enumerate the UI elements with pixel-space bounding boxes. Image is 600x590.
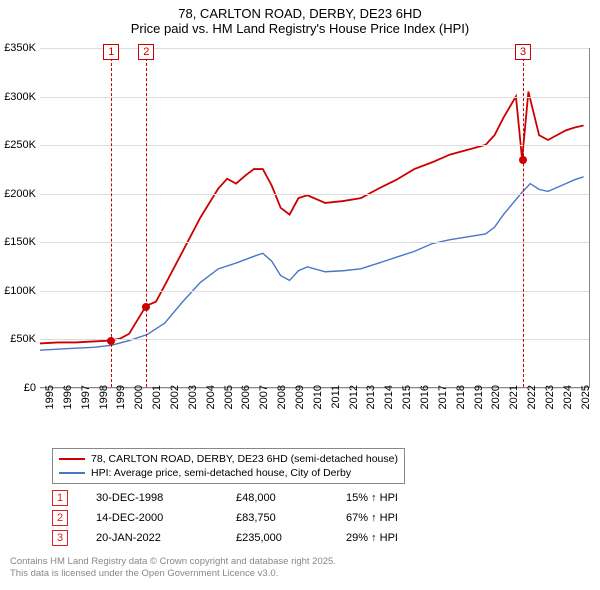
x-axis-label: 1998 — [98, 385, 110, 425]
transaction-pct: 15% ↑ HPI — [346, 492, 466, 504]
x-axis-label: 1996 — [62, 385, 74, 425]
transaction-number-box: 3 — [52, 530, 68, 546]
transaction-pct: 67% ↑ HPI — [346, 512, 466, 524]
transaction-date: 30-DEC-1998 — [96, 492, 236, 504]
chart-legend: 78, CARLTON ROAD, DERBY, DE23 6HD (semi-… — [52, 448, 405, 484]
legend-swatch — [59, 458, 85, 460]
y-axis-label: £200K — [0, 188, 36, 200]
y-axis-label: £100K — [0, 285, 36, 297]
x-axis-label: 2013 — [365, 385, 377, 425]
x-axis-label: 2012 — [348, 385, 360, 425]
chart-svg — [40, 48, 589, 387]
transaction-pct: 29% ↑ HPI — [346, 532, 466, 544]
y-axis-label: £150K — [0, 236, 36, 248]
legend-label: 78, CARLTON ROAD, DERBY, DE23 6HD (semi-… — [91, 453, 398, 465]
transaction-price: £235,000 — [236, 532, 346, 544]
marker-dot — [142, 303, 150, 311]
marker-dot — [107, 337, 115, 345]
x-axis-label: 2002 — [169, 385, 181, 425]
legend-swatch — [59, 472, 85, 473]
x-axis-label: 1999 — [115, 385, 127, 425]
marker-number-box: 1 — [103, 44, 119, 60]
x-axis-label: 2010 — [312, 385, 324, 425]
x-axis-label: 2021 — [508, 385, 520, 425]
y-axis-label: £50K — [0, 333, 36, 345]
footer-block: Contains HM Land Registry data © Crown c… — [10, 556, 336, 580]
x-axis-label: 1995 — [44, 385, 56, 425]
marker-line — [111, 48, 112, 387]
x-axis-label: 2005 — [223, 385, 235, 425]
transaction-number-box: 2 — [52, 510, 68, 526]
x-axis-label: 2025 — [580, 385, 592, 425]
y-axis-label: £350K — [0, 42, 36, 54]
transaction-price: £48,000 — [236, 492, 346, 504]
x-axis-label: 2004 — [205, 385, 217, 425]
footer-line: Contains HM Land Registry data © Crown c… — [10, 556, 336, 568]
legend-row: HPI: Average price, semi-detached house,… — [59, 466, 398, 480]
transaction-row: 1 30-DEC-1998£48,00015% ↑ HPI — [52, 488, 466, 508]
legend-label: HPI: Average price, semi-detached house,… — [91, 467, 351, 479]
marker-number-box: 3 — [515, 44, 531, 60]
marker-dot — [519, 156, 527, 164]
x-axis-label: 2000 — [133, 385, 145, 425]
transactions-table: 1 30-DEC-1998£48,00015% ↑ HPI 2 14-DEC-2000… — [52, 488, 466, 548]
marker-line — [146, 48, 147, 387]
transaction-date: 14-DEC-2000 — [96, 512, 236, 524]
x-axis-label: 2006 — [240, 385, 252, 425]
x-axis-label: 2017 — [437, 385, 449, 425]
series-line — [40, 177, 584, 350]
x-axis-label: 2001 — [151, 385, 163, 425]
y-axis-label: £300K — [0, 91, 36, 103]
chart-plot-area: £0£50K£100K£150K£200K£250K£300K£350K1995… — [40, 48, 590, 388]
x-axis-label: 2023 — [544, 385, 556, 425]
x-axis-label: 2022 — [526, 385, 538, 425]
marker-line — [523, 48, 524, 387]
x-axis-label: 2008 — [276, 385, 288, 425]
x-axis-label: 2016 — [419, 385, 431, 425]
y-axis-label: £250K — [0, 139, 36, 151]
marker-number-box: 2 — [138, 44, 154, 60]
title-line2: Price paid vs. HM Land Registry's House … — [0, 21, 600, 36]
x-axis-label: 2020 — [490, 385, 502, 425]
x-axis-label: 1997 — [80, 385, 92, 425]
x-axis-label: 2003 — [187, 385, 199, 425]
x-axis-label: 2015 — [401, 385, 413, 425]
transaction-row: 2 14-DEC-2000£83,75067% ↑ HPI — [52, 508, 466, 528]
x-axis-label: 2024 — [562, 385, 574, 425]
title-line1: 78, CARLTON ROAD, DERBY, DE23 6HD — [0, 6, 600, 21]
x-axis-label: 2018 — [455, 385, 467, 425]
footer-line: This data is licensed under the Open Gov… — [10, 568, 336, 580]
x-axis-label: 2011 — [330, 385, 342, 425]
chart-title-block: 78, CARLTON ROAD, DERBY, DE23 6HD Price … — [0, 0, 600, 38]
x-axis-label: 2019 — [473, 385, 485, 425]
x-axis-label: 2007 — [258, 385, 270, 425]
legend-row: 78, CARLTON ROAD, DERBY, DE23 6HD (semi-… — [59, 452, 398, 466]
y-axis-label: £0 — [0, 382, 36, 394]
transaction-date: 20-JAN-2022 — [96, 532, 236, 544]
x-axis-label: 2014 — [383, 385, 395, 425]
x-axis-label: 2009 — [294, 385, 306, 425]
transaction-row: 3 20-JAN-2022£235,00029% ↑ HPI — [52, 528, 466, 548]
transaction-number-box: 1 — [52, 490, 68, 506]
transaction-price: £83,750 — [236, 512, 346, 524]
